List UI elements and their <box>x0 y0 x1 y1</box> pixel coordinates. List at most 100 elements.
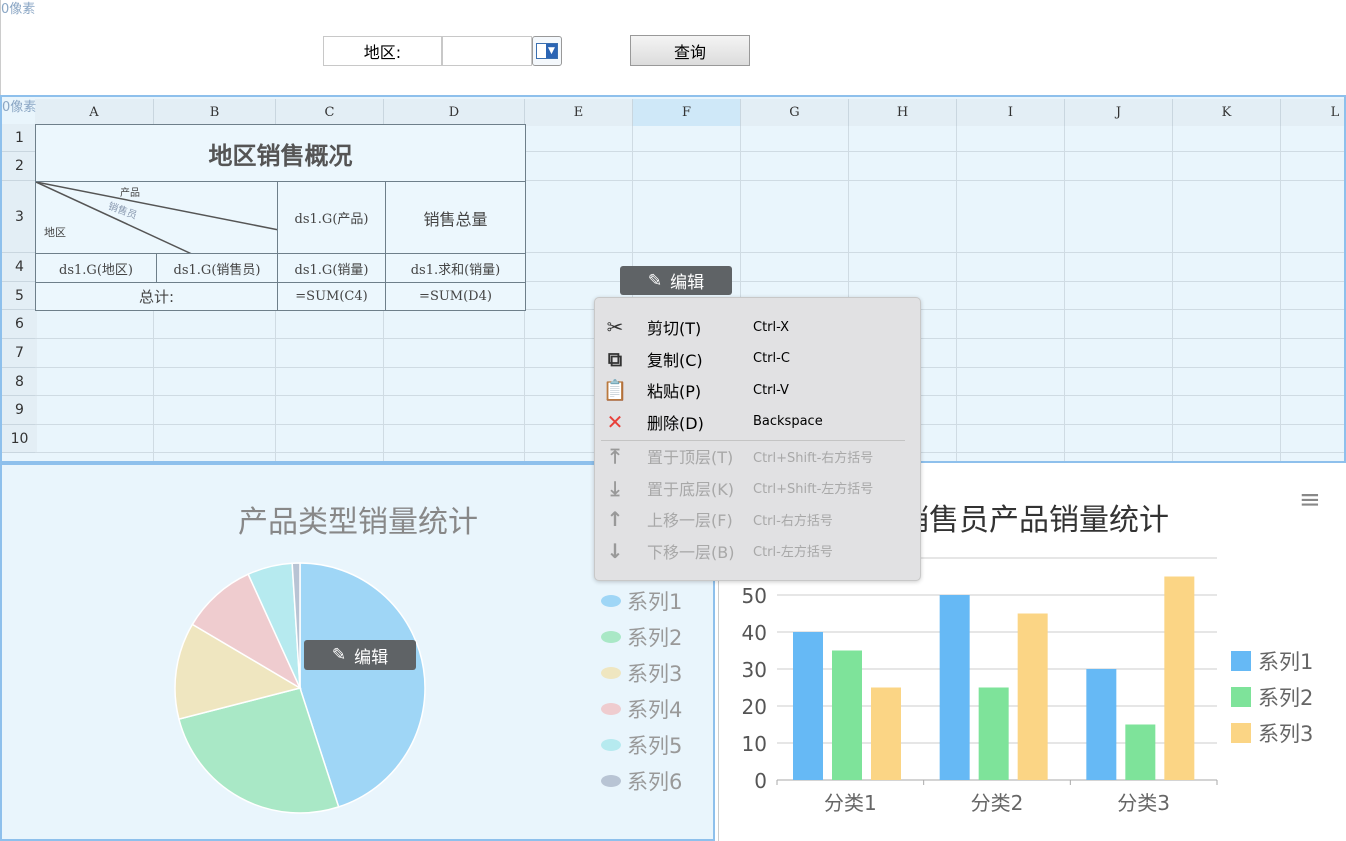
bar[interactable] <box>832 650 862 781</box>
cell-a4[interactable]: ds1.G(地区) <box>35 253 157 283</box>
column-header-F[interactable]: F <box>633 99 741 126</box>
column-header-D[interactable]: D <box>384 99 525 126</box>
query-button[interactable]: 查询 <box>630 35 750 66</box>
cell-c4[interactable]: ds1.G(销量) <box>277 253 386 283</box>
pie-slice[interactable] <box>191 573 302 690</box>
menu-item-label: 置于顶层(T) <box>647 448 734 467</box>
column-header-B[interactable]: B <box>154 99 276 126</box>
column-gridline <box>1172 126 1173 461</box>
cell-d5[interactable]: =SUM(D4) <box>385 282 526 311</box>
edit-icon: ✎ <box>647 270 663 291</box>
legend-marker <box>1231 687 1251 707</box>
menu-item-label: 置于底层(K) <box>647 479 734 499</box>
column-gridline <box>1280 126 1281 461</box>
bar[interactable] <box>1125 724 1156 781</box>
menu-item-label: 下移一层(B) <box>647 542 735 562</box>
legend-marker <box>601 775 621 787</box>
menu-item-label: 删除(D) <box>647 413 704 433</box>
legend-marker <box>601 595 621 607</box>
legend-label[interactable]: 系列1 <box>1258 650 1313 674</box>
row-header-1[interactable]: 1 <box>2 124 37 152</box>
menu-item-shortcut: Ctrl-X <box>753 319 790 335</box>
legend-label[interactable]: 系列3 <box>1258 722 1313 746</box>
cell-d4[interactable]: ds1.求和(销量) <box>385 253 526 283</box>
menu-item-shortcut: Ctrl-C <box>753 351 790 366</box>
row-gridline <box>35 180 1344 181</box>
menu-item[interactable]: ✂ 剪切(T) Ctrl-X <box>595 312 915 342</box>
cell-c5[interactable]: =SUM(C4) <box>277 282 386 311</box>
pixel-height-label: 0像素 <box>1 2 36 17</box>
region-dropdown-button[interactable]: ▼ <box>532 36 562 66</box>
move-down-icon: ↓ <box>606 538 624 563</box>
edit-button[interactable]: ✎ 编辑 <box>620 266 732 295</box>
bar[interactable] <box>871 687 901 781</box>
pie-slice[interactable] <box>299 562 426 808</box>
pie-chart-title: 产品类型销量统计 <box>238 505 478 540</box>
cell-c3[interactable]: ds1.G(产品) <box>277 181 386 254</box>
row-header-5[interactable]: 5 <box>2 282 37 310</box>
edit-label: 编辑 <box>670 273 705 293</box>
menu-item[interactable]: ✕ 删除(D) Backspace <box>595 407 915 437</box>
column-gridline <box>956 126 957 461</box>
bar[interactable] <box>1017 613 1048 781</box>
column-header-K[interactable]: K <box>1173 99 1281 126</box>
pie-slice[interactable] <box>178 687 340 814</box>
menu-item[interactable]: ⧉ 复制(C) Ctrl-C <box>595 344 915 374</box>
menu-item[interactable]: 📋 粘贴(P) Ctrl-V <box>595 375 915 405</box>
legend-label[interactable]: 系列4 <box>627 698 682 722</box>
bar[interactable] <box>793 632 823 780</box>
row-header-9[interactable]: 9 <box>2 396 37 425</box>
row-header-10[interactable]: 10 <box>2 425 37 453</box>
column-header-H[interactable]: H <box>849 99 957 126</box>
column-header-L[interactable]: L <box>1281 99 1344 126</box>
row-header-8[interactable]: 8 <box>2 368 37 396</box>
diag-region-label: 地区 <box>44 226 66 239</box>
y-tick-label: 50 <box>742 584 767 608</box>
x-tick-label: 分类2 <box>971 791 1024 815</box>
column-header-G[interactable]: G <box>741 99 849 126</box>
column-header-E[interactable]: E <box>525 99 633 126</box>
cell-diagonal-header[interactable]: 产品 销售员 地区 <box>35 181 279 255</box>
x-tick-label: 分类3 <box>1117 791 1170 815</box>
bar[interactable] <box>1164 576 1195 781</box>
cell-d3[interactable]: 销售总量 <box>385 181 526 254</box>
cell-title[interactable]: 地区销售概况 <box>35 124 526 182</box>
legend-label[interactable]: 系列1 <box>627 590 682 614</box>
menu-item-shortcut: Ctrl-右方括号 <box>753 513 833 529</box>
bar[interactable] <box>978 687 1009 781</box>
column-header-C[interactable]: C <box>276 99 384 126</box>
legend-label[interactable]: 系列2 <box>627 626 682 650</box>
bar[interactable] <box>1086 669 1117 780</box>
cell-b4[interactable]: ds1.G(销售员) <box>156 253 278 283</box>
send-to-back-icon: ⤓ <box>610 475 620 500</box>
region-input[interactable] <box>442 36 532 66</box>
menu-item: ↓ 下移一层(B) Ctrl-左方括号 <box>595 536 915 566</box>
column-header-I[interactable]: I <box>957 99 1065 126</box>
pie-slice[interactable] <box>174 623 302 720</box>
menu-item-shortcut: Ctrl-左方括号 <box>753 545 833 560</box>
bar[interactable] <box>939 595 970 780</box>
scissors-icon: ✂ <box>606 315 624 339</box>
region-label: 地区: <box>323 36 442 66</box>
column-header-J[interactable]: J <box>1065 99 1173 126</box>
row-header-6[interactable]: 6 <box>2 310 37 339</box>
row-header-3[interactable]: 3 <box>2 181 37 253</box>
row-header-2[interactable]: 2 <box>2 152 37 181</box>
row-header-7[interactable]: 7 <box>2 339 37 368</box>
chart-menu-icon[interactable]: ≡ <box>1299 485 1321 515</box>
row-header-4[interactable]: 4 <box>2 253 37 282</box>
column-header-A[interactable]: A <box>35 99 154 126</box>
edit-icon: ✎ <box>331 645 347 665</box>
y-tick-label: 0 <box>754 769 767 793</box>
bring-to-front-icon: ⤒ <box>610 444 620 468</box>
chart-edit-button[interactable]: ✎ 编辑 <box>304 640 416 670</box>
legend-label[interactable]: 系列2 <box>1258 686 1313 710</box>
report-sheet: A B C D E F G H I J K L 1 2 3 4 5 6 7 8 9 10 0像素 地区销售概况 产品 销售… <box>0 95 1346 463</box>
cell-a5[interactable]: 总计: <box>35 282 278 311</box>
pie-slice[interactable] <box>291 562 301 689</box>
legend-label[interactable]: 系列3 <box>627 662 682 686</box>
legend-label[interactable]: 系列6 <box>627 770 682 794</box>
legend-label[interactable]: 系列5 <box>627 734 682 758</box>
legend-marker <box>1231 723 1251 743</box>
menu-item: ⤒ 置于顶层(T) Ctrl+Shift-右方括号 <box>595 441 915 471</box>
